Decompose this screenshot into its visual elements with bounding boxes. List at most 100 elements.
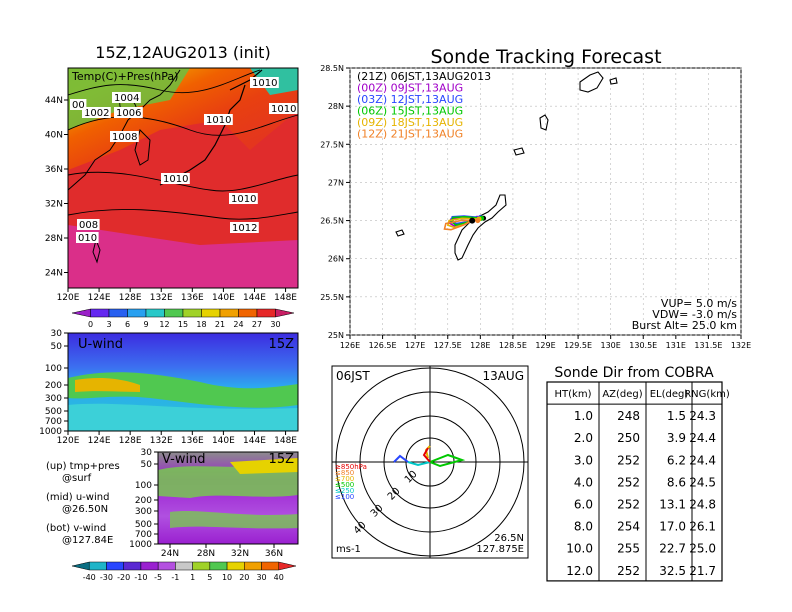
table-cell: 1.0 (574, 409, 593, 423)
table-cell: 24.3 (689, 409, 716, 423)
table-cell: 10.0 (566, 542, 593, 556)
temperature-colorbar-tick: 12 (159, 320, 169, 329)
tracking-plot-area (349, 67, 742, 336)
wind-colorbar-tick: -5 (154, 573, 162, 582)
u-wind-lon-ticks: 120E 124E 128E 132E 136E 140E 144E 148E (57, 431, 297, 446)
wind-colorbar-segment (226, 561, 245, 571)
hodograph-right-label: 13AUG (482, 369, 524, 383)
table-cell: 2.0 (574, 431, 593, 445)
wind-colorbar-tick: 10 (222, 573, 232, 582)
hodograph-trace-red (422, 447, 431, 463)
temperature-colorbar-segment (238, 308, 258, 318)
panel-legend-note-location: @26.50N (62, 504, 108, 515)
table-cell: 8.0 (574, 520, 593, 534)
table-cell: 252 (617, 498, 640, 512)
v-wind-lat-ticks: 24N 28N 32N 36N (161, 544, 283, 559)
track-param: VDW= -3.0 m/s (652, 308, 737, 321)
table-title: Sonde Dir from COBRA (554, 365, 714, 381)
isobar-label: 00 (72, 100, 85, 111)
u-wind-frame (67, 332, 299, 432)
track-param: VUP= 5.0 m/s (661, 297, 737, 310)
table-header-cell: HT(km) (555, 389, 592, 400)
surface-lon-tick-label: 144E (243, 293, 266, 303)
u-wind-pressure-label: 1000 (39, 427, 62, 437)
wind-hodograph-panel: 06JST 13AUG 26.5N 127.875E ms-1 10203040… (331, 365, 529, 559)
surface-lat-tick-label: 36N (45, 165, 63, 175)
isobar-label-box (161, 173, 190, 184)
temperature-colorbar-segment (219, 308, 239, 318)
wind-colorbar-segment (140, 561, 159, 571)
track-lon-label: 127.5E (434, 341, 462, 350)
track-lines (443, 215, 487, 231)
isobar-label-box (112, 92, 141, 103)
track-legend-entry: (09Z) 18JST,13AUG (357, 116, 463, 129)
island-okinoerabu (513, 147, 525, 156)
surface-lon-tick-label: 120E (57, 293, 80, 303)
wind-colorbar-segment (175, 561, 193, 571)
u-wind-pressure-label: 30 (51, 329, 63, 339)
isobar-label: 008 (79, 220, 98, 231)
table-cell: 4.0 (574, 475, 593, 489)
table-cell: 250 (617, 431, 640, 445)
temperature-colorbar-segment (164, 308, 184, 318)
wind-colorbar-tick: 40 (274, 573, 284, 582)
surface-lon-tick-label: 124E (88, 293, 111, 303)
isobar-label: 010 (78, 233, 97, 244)
hodograph-units: ms-1 (336, 544, 361, 555)
track-lat-label: 28N (328, 102, 344, 111)
table-cell: 21.7 (689, 564, 716, 578)
isobar-label-box (77, 219, 100, 230)
main-title: Sonde Tracking Forecast (430, 46, 661, 68)
v-wind-yellow-region (230, 458, 298, 474)
wind-colorbar-tick: 30 (256, 573, 266, 582)
track-legend-entry: (21Z) 06JST,13AUG2013 (357, 70, 491, 83)
u-wind-core-region (75, 377, 140, 392)
u-wind-lon-label: 124E (88, 436, 111, 446)
track-lat-label: 28.5N (320, 64, 344, 73)
u-wind-lon-label: 144E (243, 436, 266, 446)
temperature-colorbar-segment (127, 308, 147, 318)
table-header-cell: EL(deg) (650, 389, 689, 400)
isobar-label-box (269, 103, 298, 114)
u-wind-pressure-label: 200 (45, 381, 62, 391)
u-wind-label: U-wind (78, 337, 123, 352)
isobar-contour-2 (67, 114, 299, 136)
temperature-colorbar-tick: 30 (270, 320, 280, 329)
table-cell: 17.0 (659, 520, 686, 534)
temperature-colorbar-tick: 3 (106, 320, 111, 329)
isobar-label: 1010 (231, 194, 256, 205)
wind-colorbar-tick: -20 (117, 573, 130, 582)
isobar-label-box (82, 107, 111, 118)
panel-legend-note: (mid) u-wind (46, 492, 109, 503)
temperature-colorbar-segment (145, 308, 165, 318)
temperature-colorbar-tick: 6 (125, 320, 130, 329)
temperature-colorbar-segment (108, 308, 128, 318)
wind-colorbar-segment (261, 561, 280, 571)
u-wind-pressure-label: 300 (45, 394, 62, 404)
wind-colorbar: -40 -30 -20 -10 -5 -1 1 5 10 20 30 40 (71, 561, 297, 582)
u-wind-lon-label: 148E (274, 436, 297, 446)
u-wind-low-region (68, 403, 298, 431)
v-wind-lat-label: 32N (231, 549, 249, 559)
tracking-chart-panel: (21Z) 06JST,13AUG2013(00Z) 09JST,13AUG(0… (320, 64, 751, 350)
v-wind-pressure-label: 100 (135, 481, 152, 491)
track-lon-label: 130.5E (629, 341, 657, 350)
isobar-label: 1004 (114, 93, 139, 104)
temperature-colorbar-tick: 15 (178, 320, 188, 329)
isobar-label-box (114, 107, 143, 118)
track-lat-label: 25.5N (320, 293, 344, 302)
isobar-label-box (76, 232, 99, 243)
table-frame (546, 381, 723, 582)
wind-colorbar-segment (192, 561, 211, 571)
u-wind-pressure-label: 500 (45, 407, 62, 417)
track-lon-label: 126.5E (369, 341, 397, 350)
temperature-colorbar-tick: 18 (196, 320, 206, 329)
wind-colorbar-segment (106, 561, 124, 571)
u-wind-pressure-label: 100 (45, 364, 62, 374)
wind-colorbar-tick: 20 (239, 573, 249, 582)
track-lat-label: 27.5N (320, 140, 344, 149)
wind-colorbar-segment (244, 561, 262, 571)
table-cell: 26.1 (689, 520, 716, 534)
hodograph-level-entry: ≤250 (335, 487, 354, 495)
